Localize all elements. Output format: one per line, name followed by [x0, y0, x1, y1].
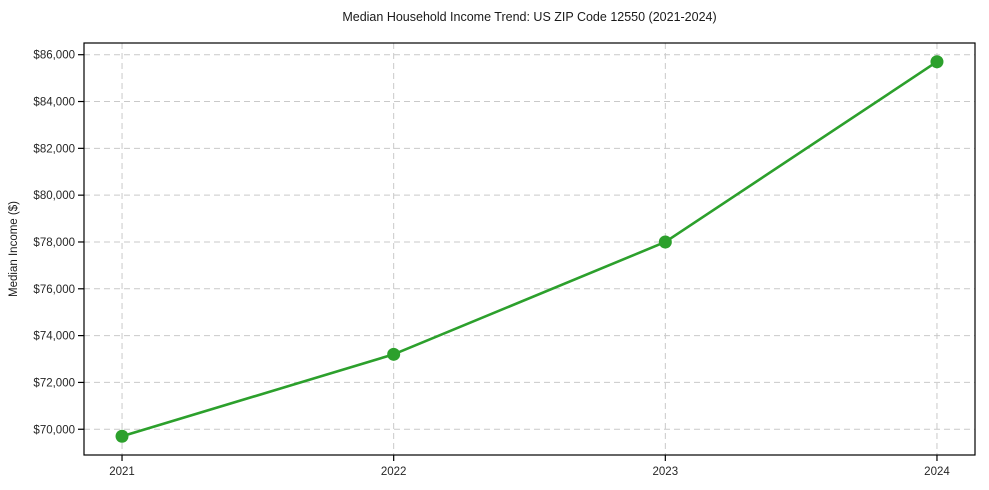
data-point-2022 — [387, 347, 401, 361]
chart-title: Median Household Income Trend: US ZIP Co… — [342, 10, 717, 24]
y-tick-label: $86,000 — [33, 50, 75, 62]
data-point-2024 — [930, 55, 944, 69]
data-point-2021 — [115, 429, 129, 443]
y-tick-label: $78,000 — [33, 237, 75, 249]
data-point-2023 — [658, 235, 672, 249]
y-tick-label: $76,000 — [33, 284, 75, 296]
x-tick-label: 2024 — [924, 466, 950, 478]
y-tick-label: $74,000 — [33, 331, 75, 343]
y-tick-label: $84,000 — [33, 97, 75, 109]
x-tick-label: 2023 — [653, 466, 679, 478]
y-tick-label: $70,000 — [33, 424, 75, 436]
y-tick-label: $82,000 — [33, 143, 75, 155]
x-tick-label: 2021 — [109, 466, 135, 478]
plot-border — [83, 42, 976, 456]
y-axis-label: Median Income ($) — [8, 201, 20, 297]
trend-line — [120, 60, 939, 438]
x-tick-label: 2022 — [381, 466, 407, 478]
y-tick-label: $80,000 — [33, 190, 75, 202]
y-tick-label: $72,000 — [33, 377, 75, 389]
